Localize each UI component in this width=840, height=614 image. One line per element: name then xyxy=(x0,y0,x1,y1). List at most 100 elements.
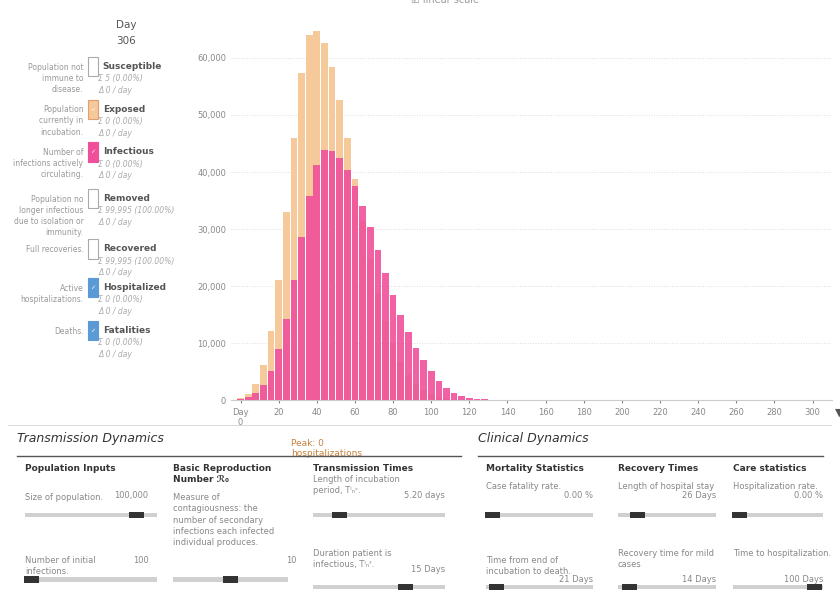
Bar xyxy=(428,371,434,400)
Bar xyxy=(244,394,251,400)
Text: Length of hospital stay: Length of hospital stay xyxy=(617,482,714,491)
FancyBboxPatch shape xyxy=(87,278,98,297)
Bar xyxy=(253,392,260,400)
FancyBboxPatch shape xyxy=(87,142,98,161)
Text: ▼: ▼ xyxy=(835,408,840,418)
Bar xyxy=(268,331,275,400)
Bar xyxy=(328,151,335,400)
Text: Active
hospitalizations.: Active hospitalizations. xyxy=(20,284,83,304)
Bar xyxy=(336,99,343,400)
FancyBboxPatch shape xyxy=(489,584,504,591)
Text: Recovered: Recovered xyxy=(102,244,156,254)
FancyBboxPatch shape xyxy=(87,321,98,340)
Text: Hospitalized: Hospitalized xyxy=(102,283,165,292)
FancyBboxPatch shape xyxy=(622,584,637,591)
Bar xyxy=(237,398,244,400)
Text: Δ 0 / day: Δ 0 / day xyxy=(98,129,133,138)
Bar xyxy=(352,179,359,400)
Bar xyxy=(390,344,396,400)
Bar xyxy=(328,67,335,400)
Text: Recovery time for mild
cases: Recovery time for mild cases xyxy=(617,549,713,569)
Text: Population no
longer infectious
due to isolation or
immunity.: Population no longer infectious due to i… xyxy=(13,195,83,237)
FancyBboxPatch shape xyxy=(617,585,717,589)
Text: ✓: ✓ xyxy=(91,328,96,333)
Text: Σ 99,995 (100.00%): Σ 99,995 (100.00%) xyxy=(98,206,175,216)
Text: Recovery Times: Recovery Times xyxy=(617,464,698,473)
Text: ✓: ✓ xyxy=(91,149,96,155)
Bar xyxy=(298,73,305,400)
Text: 5.20 days: 5.20 days xyxy=(404,491,444,500)
FancyBboxPatch shape xyxy=(87,188,98,208)
FancyBboxPatch shape xyxy=(223,577,238,583)
Bar xyxy=(451,393,458,400)
Bar xyxy=(260,365,267,400)
Text: 100 Days: 100 Days xyxy=(784,575,823,584)
Bar xyxy=(253,384,260,400)
Text: Σ 0 (0.00%): Σ 0 (0.00%) xyxy=(98,117,144,126)
Text: Σ 0 (0.00%): Σ 0 (0.00%) xyxy=(98,160,144,169)
Bar xyxy=(313,31,320,400)
Bar xyxy=(283,212,290,400)
FancyBboxPatch shape xyxy=(313,585,444,589)
Text: Population Inputs: Population Inputs xyxy=(25,464,115,473)
Bar xyxy=(352,186,359,400)
Text: Number of initial
infections.: Number of initial infections. xyxy=(25,556,96,576)
Bar xyxy=(306,34,312,400)
FancyBboxPatch shape xyxy=(87,239,98,258)
Bar xyxy=(397,314,404,400)
Bar xyxy=(375,251,381,400)
Bar xyxy=(283,319,290,400)
Text: Δ 0 / day: Δ 0 / day xyxy=(98,268,133,278)
Bar xyxy=(260,384,267,400)
FancyBboxPatch shape xyxy=(486,585,593,589)
Bar xyxy=(367,259,374,400)
Text: Susceptible: Susceptible xyxy=(102,62,162,71)
FancyBboxPatch shape xyxy=(129,511,144,518)
Bar xyxy=(306,196,312,400)
Text: 0.00 %: 0.00 % xyxy=(795,491,823,500)
Text: ✓: ✓ xyxy=(91,107,96,112)
Text: Deaths.: Deaths. xyxy=(54,327,83,335)
Text: Population not
immune to
disease.: Population not immune to disease. xyxy=(28,63,83,94)
FancyBboxPatch shape xyxy=(486,513,593,518)
Text: Clinical Dynamics: Clinical Dynamics xyxy=(478,432,588,445)
Text: ✓: ✓ xyxy=(91,286,96,290)
Text: 100,000: 100,000 xyxy=(114,491,149,500)
Bar xyxy=(367,228,374,400)
Bar xyxy=(444,398,449,400)
Bar xyxy=(382,273,389,400)
Text: Duration patient is
infectious, Tᴵₙᶠ.: Duration patient is infectious, Tᴵₙᶠ. xyxy=(313,549,391,569)
FancyBboxPatch shape xyxy=(87,57,98,76)
Bar xyxy=(321,44,328,400)
FancyBboxPatch shape xyxy=(173,577,288,582)
Text: Δ 0 / day: Δ 0 / day xyxy=(98,171,133,181)
Bar xyxy=(344,138,350,400)
Text: Measure of
contagiousness: the
number of secondary
infections each infected
indi: Measure of contagiousness: the number of… xyxy=(173,493,275,546)
FancyBboxPatch shape xyxy=(24,577,39,583)
FancyBboxPatch shape xyxy=(25,513,156,518)
Bar xyxy=(360,206,366,400)
Text: Full recoveries.: Full recoveries. xyxy=(25,245,83,254)
Bar xyxy=(420,360,427,400)
Text: 306: 306 xyxy=(117,36,136,45)
Bar xyxy=(321,150,328,400)
FancyBboxPatch shape xyxy=(485,511,500,518)
Bar xyxy=(375,293,381,400)
Text: Σ 5 (0.00%): Σ 5 (0.00%) xyxy=(98,74,144,84)
FancyBboxPatch shape xyxy=(807,584,822,591)
Bar xyxy=(412,384,419,400)
Bar xyxy=(466,397,473,400)
FancyBboxPatch shape xyxy=(332,511,347,518)
Text: Σ 0 (0.00%): Σ 0 (0.00%) xyxy=(98,338,144,347)
Text: Number of
infections actively
circulating.: Number of infections actively circulatin… xyxy=(13,148,83,179)
Text: Population
currently in
incubation.: Population currently in incubation. xyxy=(39,106,83,136)
Bar xyxy=(435,397,442,400)
Bar xyxy=(237,398,244,400)
Text: Day: Day xyxy=(116,20,137,30)
Bar xyxy=(276,280,282,400)
FancyBboxPatch shape xyxy=(398,584,412,591)
Text: Infectious: Infectious xyxy=(102,147,154,157)
Bar xyxy=(428,394,434,400)
Text: 21 Days: 21 Days xyxy=(559,575,593,584)
Text: Transmission Dynamics: Transmission Dynamics xyxy=(17,432,164,445)
